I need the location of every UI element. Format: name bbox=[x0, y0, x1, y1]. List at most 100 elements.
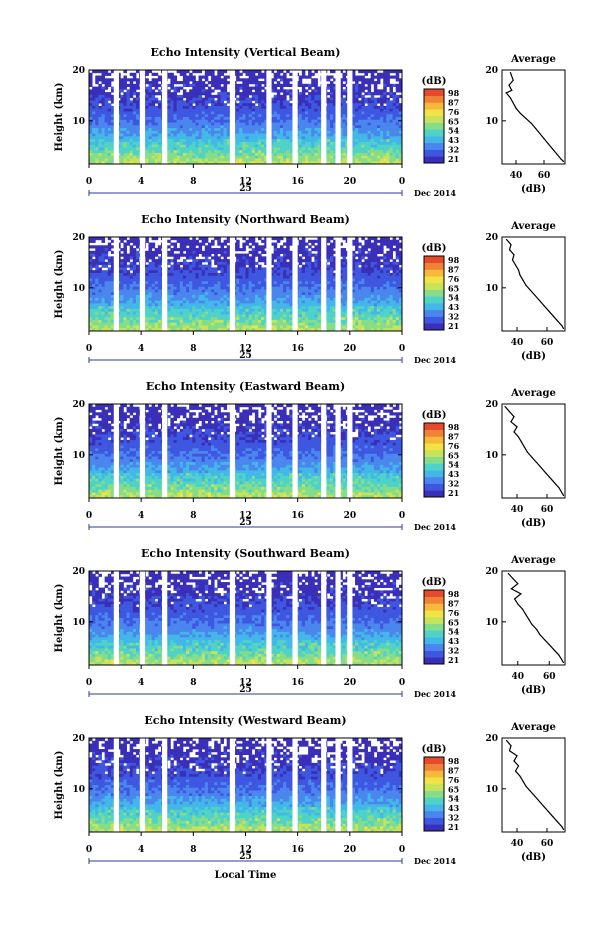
heatmap-cell bbox=[136, 298, 140, 301]
heatmap-cell bbox=[358, 136, 362, 139]
heatmap-cell bbox=[208, 117, 212, 120]
heatmap-cell bbox=[258, 125, 262, 128]
heatmap-cell bbox=[368, 120, 372, 123]
heatmap-cell bbox=[214, 248, 218, 251]
heatmap-cell bbox=[236, 301, 240, 304]
heatmap-cell bbox=[174, 103, 178, 106]
heatmap-cell bbox=[120, 290, 124, 293]
heatmap-cell bbox=[195, 156, 199, 159]
heatmap-cell bbox=[192, 290, 196, 293]
heatmap-cell bbox=[183, 100, 187, 103]
heatmap-cell bbox=[123, 306, 127, 309]
heatmap-cell bbox=[380, 147, 384, 150]
heatmap-cell bbox=[220, 251, 224, 254]
heatmap-cell bbox=[214, 125, 218, 128]
heatmap-cell bbox=[98, 287, 102, 290]
heatmap-cell bbox=[220, 317, 224, 320]
heatmap-cell bbox=[123, 281, 127, 284]
heatmap-cell bbox=[177, 87, 181, 90]
heatmap-cell bbox=[186, 314, 190, 317]
heatmap-cell bbox=[189, 256, 193, 259]
heatmap-cell bbox=[371, 139, 375, 142]
heatmap-cell bbox=[130, 284, 134, 287]
heatmap-cell bbox=[92, 153, 96, 156]
heatmap-cell bbox=[249, 314, 253, 317]
heatmap-cell bbox=[120, 89, 124, 92]
heatmap-cell bbox=[127, 314, 131, 317]
heatmap-cell bbox=[108, 120, 112, 123]
heatmap-cell bbox=[89, 325, 93, 328]
heatmap-cell bbox=[195, 98, 199, 101]
heatmap-cell bbox=[108, 92, 112, 95]
heatmap-cell bbox=[246, 298, 250, 301]
heatmap-cell bbox=[195, 103, 199, 106]
heatmap-cell bbox=[183, 276, 187, 279]
heatmap-cell bbox=[152, 114, 156, 117]
heatmap-cell bbox=[208, 145, 212, 148]
heatmap-cell bbox=[258, 287, 262, 290]
heatmap-cell bbox=[261, 256, 265, 259]
heatmap-cell bbox=[361, 98, 365, 101]
heatmap-cell bbox=[283, 123, 287, 126]
heatmap-cell bbox=[252, 111, 256, 114]
heatmap-cell bbox=[98, 301, 102, 304]
heatmap-cell bbox=[396, 150, 400, 153]
heatmap-cell bbox=[133, 284, 137, 287]
heatmap-cell bbox=[311, 156, 315, 159]
heatmap-cell bbox=[220, 281, 224, 284]
heatmap-cell bbox=[123, 98, 127, 101]
heatmap-cell bbox=[170, 81, 174, 84]
heatmap-cell bbox=[205, 78, 209, 81]
heatmap-cell bbox=[214, 134, 218, 137]
heatmap-cell bbox=[189, 309, 193, 312]
heatmap-cell bbox=[133, 259, 137, 262]
heatmap-cell bbox=[136, 111, 140, 114]
heatmap-cell bbox=[102, 265, 106, 268]
heatmap-cell bbox=[249, 125, 253, 128]
heatmap-cell bbox=[352, 136, 356, 139]
heatmap-cell bbox=[167, 123, 171, 126]
heatmap-cell bbox=[208, 139, 212, 142]
heatmap-cell bbox=[277, 95, 281, 98]
heatmap-cell bbox=[386, 73, 390, 76]
heatmap-cell bbox=[314, 81, 318, 84]
heatmap-cell bbox=[189, 136, 193, 139]
heatmap-cell bbox=[158, 120, 162, 123]
heatmap-cell bbox=[205, 256, 209, 259]
heatmap-cell bbox=[105, 295, 109, 298]
heatmap-cell bbox=[170, 273, 174, 276]
heatmap-cell bbox=[152, 98, 156, 101]
heatmap-cell bbox=[136, 251, 140, 254]
heatmap-cell bbox=[92, 156, 96, 159]
heatmap-cell bbox=[130, 92, 134, 95]
heatmap-cell bbox=[186, 278, 190, 281]
heatmap-cell bbox=[102, 92, 106, 95]
heatmap-cell bbox=[355, 84, 359, 87]
heatmap-cell bbox=[352, 87, 356, 90]
heatmap-cell bbox=[239, 292, 243, 295]
heatmap-cell bbox=[183, 117, 187, 120]
heatmap-cell bbox=[368, 125, 372, 128]
heatmap-cell bbox=[105, 314, 109, 317]
heatmap-cell bbox=[396, 98, 400, 101]
heatmap-cell bbox=[311, 73, 315, 76]
heatmap-cell bbox=[199, 320, 203, 323]
heatmap-cell bbox=[317, 128, 321, 131]
heatmap-cell bbox=[189, 262, 193, 265]
heatmap-cell bbox=[127, 128, 131, 131]
heatmap-cell bbox=[155, 259, 159, 262]
heatmap-cell bbox=[152, 267, 156, 270]
heatmap-cell bbox=[308, 136, 312, 139]
heatmap-cell bbox=[249, 147, 253, 150]
heatmap-cell bbox=[255, 243, 259, 246]
heatmap-cell bbox=[258, 312, 262, 315]
heatmap-cell bbox=[327, 145, 331, 148]
heatmap-cell bbox=[174, 320, 178, 323]
heatmap-cell bbox=[199, 262, 203, 265]
heatmap-cell bbox=[352, 128, 356, 131]
heatmap-cell bbox=[148, 156, 152, 159]
heatmap-cell bbox=[186, 287, 190, 290]
heatmap-cell bbox=[386, 142, 390, 145]
heatmap-cell bbox=[189, 156, 193, 159]
heatmap-cell bbox=[246, 109, 250, 112]
